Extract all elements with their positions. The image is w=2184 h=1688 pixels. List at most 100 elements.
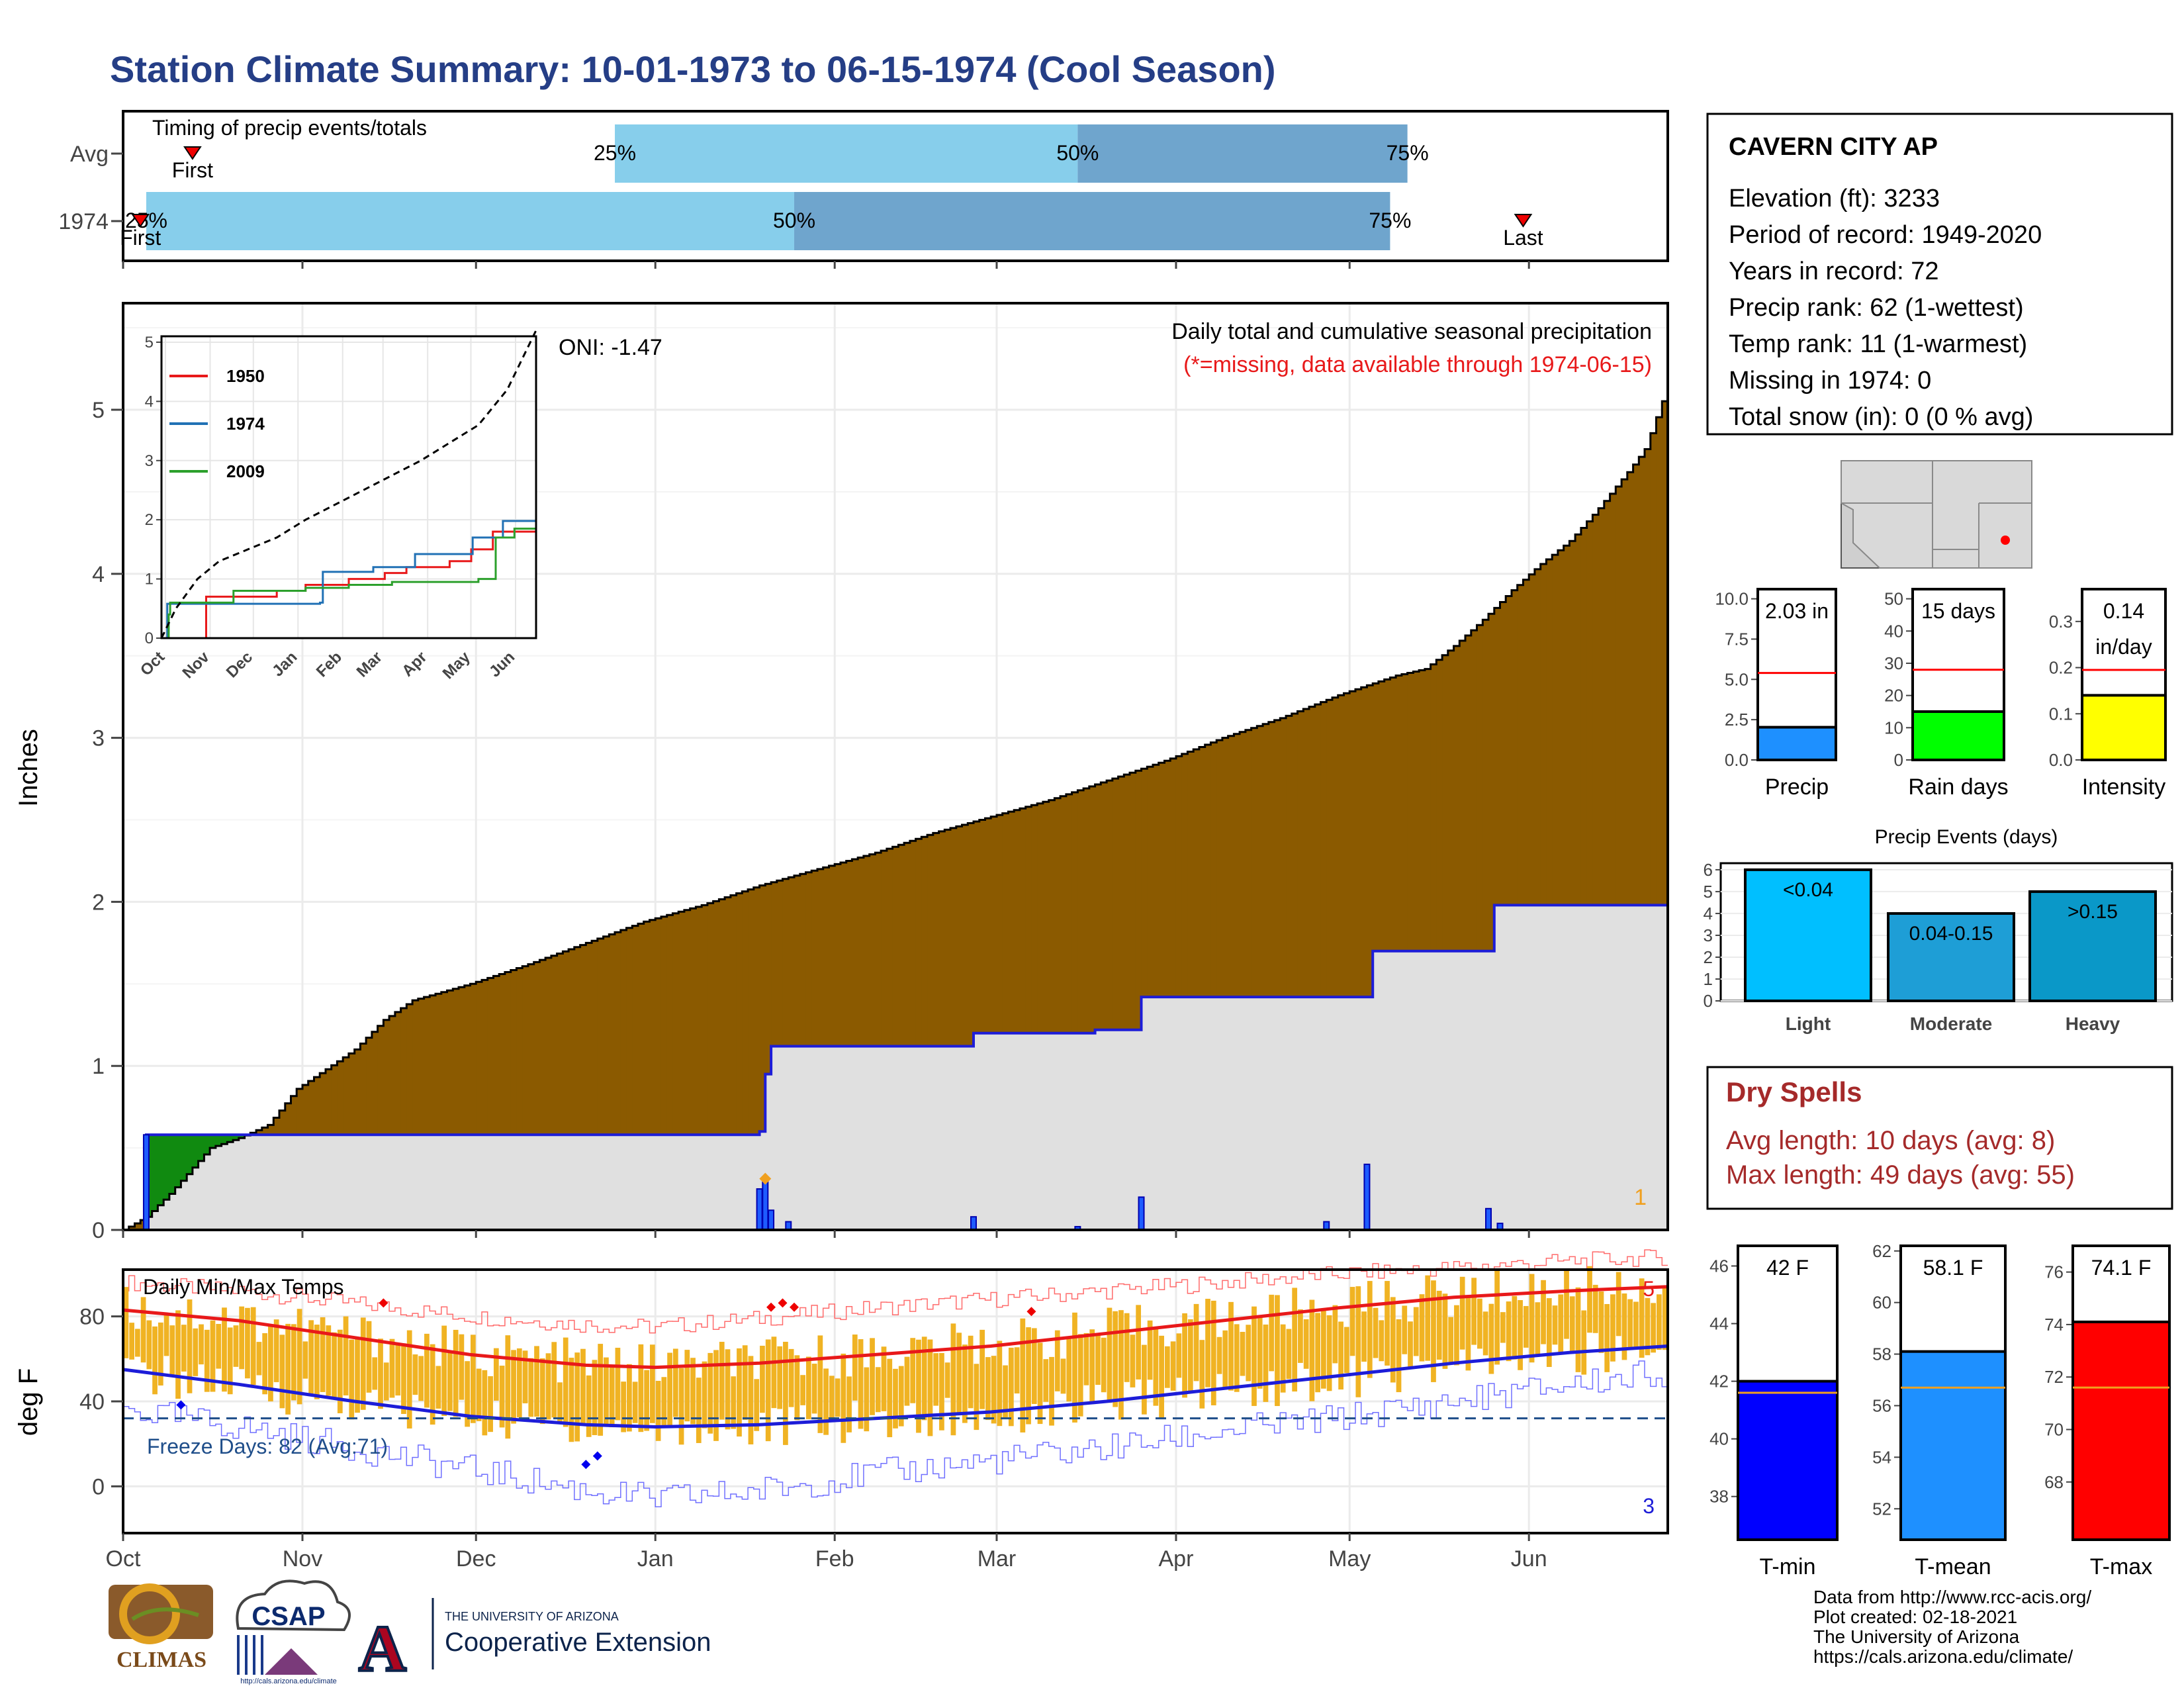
gauge-value-label: 2.03 in bbox=[1765, 599, 1829, 623]
gauge-ytick-label: 0.0 bbox=[2049, 750, 2073, 770]
daily-temp-bar bbox=[459, 1334, 465, 1400]
daily-temp-bar bbox=[1147, 1320, 1153, 1380]
daily-temp-bar bbox=[1477, 1298, 1482, 1349]
daily-temp-bar bbox=[870, 1338, 875, 1415]
events-ytick-label: 4 bbox=[1704, 904, 1713, 923]
events-ytick-label: 1 bbox=[1704, 969, 1713, 989]
deficit-area bbox=[620, 930, 627, 1135]
daily-temp-bar bbox=[777, 1346, 783, 1409]
deficit-area bbox=[974, 821, 980, 1033]
events-ytick-label: 2 bbox=[1704, 947, 1713, 967]
station-lines: Elevation (ft): 3233 Period of record: 19… bbox=[1729, 185, 2042, 431]
deficit-area bbox=[753, 887, 760, 1135]
dry-spells-max: Max length: 49 days (avg: 55) bbox=[1726, 1160, 2075, 1190]
deficit-area bbox=[1297, 711, 1304, 998]
deficit-area bbox=[400, 1008, 407, 1135]
deficit-area bbox=[267, 1125, 274, 1135]
deficit-area bbox=[499, 974, 506, 1135]
deficit-area bbox=[863, 856, 870, 1047]
daily-temp-bar bbox=[1205, 1299, 1210, 1387]
deficit-area bbox=[1627, 472, 1634, 906]
climas-logo: CLIMAS bbox=[109, 1583, 213, 1672]
daily-temp-bar bbox=[1454, 1305, 1459, 1366]
daily-temp-bar bbox=[1587, 1266, 1592, 1333]
station-box: CAVERN CITY AP Elevation (ft): 3233 Perio… bbox=[1706, 113, 2173, 436]
gauge-ytick-label: 70 bbox=[2044, 1420, 2064, 1440]
daily-temp-bar bbox=[1338, 1321, 1343, 1390]
daily-temp-bar bbox=[864, 1367, 870, 1432]
freeze-label: Freeze Days: 82 (Avg:71) bbox=[147, 1434, 388, 1458]
daily-temp-bar bbox=[598, 1344, 604, 1436]
temp-xtick-label: Jan bbox=[637, 1546, 674, 1571]
daily-temp-bar bbox=[1072, 1312, 1077, 1423]
deficit-area bbox=[296, 1088, 303, 1135]
daily-temp-bar bbox=[1240, 1331, 1246, 1376]
precip-corner-label: 1 bbox=[1634, 1185, 1647, 1210]
daily-temp-bar bbox=[516, 1348, 522, 1418]
deficit-area bbox=[1569, 541, 1576, 906]
station-info-line: Missing in 1974: 0 bbox=[1729, 367, 1931, 395]
daily-temp-bar bbox=[638, 1344, 644, 1432]
surplus-area bbox=[238, 1135, 246, 1139]
csap-logo-text: CSAP bbox=[251, 1602, 325, 1631]
daily-temp-bar bbox=[1176, 1333, 1182, 1378]
deficit-area bbox=[1639, 457, 1645, 906]
daily-temp-bar bbox=[1043, 1359, 1049, 1402]
events-title: Precip Events (days) bbox=[1875, 826, 2058, 848]
deficit-area bbox=[1326, 700, 1333, 998]
daily-temp-bar bbox=[835, 1378, 841, 1417]
daily-temp-bar bbox=[910, 1338, 916, 1403]
deficit-area bbox=[765, 884, 772, 1074]
daily-temp-bar bbox=[858, 1339, 864, 1429]
deficit-area bbox=[794, 875, 801, 1047]
daily-temp-bar bbox=[898, 1366, 904, 1427]
timing-title: Timing of precip events/totals bbox=[152, 116, 427, 140]
daily-temp-bar bbox=[667, 1352, 672, 1426]
daily-temp-bar bbox=[1020, 1318, 1026, 1432]
daily-temp-bar bbox=[713, 1350, 719, 1441]
deficit-area bbox=[481, 980, 488, 1135]
daily-temp-bar bbox=[337, 1329, 343, 1413]
deficit-area bbox=[788, 877, 795, 1047]
surplus-area bbox=[181, 1135, 187, 1181]
deficit-area bbox=[1135, 771, 1142, 1030]
deficit-area bbox=[1586, 521, 1593, 906]
deficit-area bbox=[649, 919, 656, 1135]
deficit-area bbox=[516, 968, 523, 1135]
daily-temp-bar bbox=[453, 1329, 459, 1417]
deficit-area bbox=[1222, 737, 1229, 998]
dry-spells-title: Dry Spells bbox=[1726, 1076, 1862, 1107]
daily-temp-bar bbox=[979, 1329, 985, 1409]
deficit-area bbox=[719, 899, 725, 1135]
deficit-area bbox=[406, 1004, 413, 1135]
gauge-value-label: 42 F bbox=[1766, 1256, 1809, 1280]
daily-temp-bar bbox=[1280, 1324, 1286, 1393]
daily-temp-bar bbox=[1309, 1299, 1315, 1401]
daily-temp-bar bbox=[904, 1356, 910, 1406]
daily-temp-bar bbox=[1153, 1327, 1159, 1406]
gauge-value-label: 58.1 F bbox=[1923, 1256, 1983, 1280]
deficit-area bbox=[725, 897, 731, 1135]
daily-temp-bar bbox=[1118, 1310, 1124, 1420]
daily-temp-bar bbox=[193, 1328, 199, 1376]
daily-temp-bar bbox=[1228, 1301, 1234, 1391]
avg-cumulative-line bbox=[123, 385, 1669, 1231]
daily-temp-bar bbox=[123, 1287, 129, 1358]
gauge-axis-label: Intensity bbox=[2082, 774, 2166, 800]
map-border-south bbox=[1933, 549, 1979, 568]
daily-temp-bar bbox=[163, 1313, 169, 1356]
daily-temp-bar bbox=[592, 1360, 598, 1435]
deficit-area bbox=[493, 976, 500, 1135]
daily-temp-bar bbox=[291, 1324, 296, 1401]
deficit-area bbox=[991, 816, 997, 1033]
location-map bbox=[1841, 460, 2032, 569]
daily-temp-bar bbox=[134, 1329, 140, 1357]
deficit-area bbox=[545, 957, 552, 1135]
daily-temp-bar bbox=[1003, 1365, 1008, 1418]
gauge-value-label: 15 days bbox=[1921, 599, 1995, 623]
daily-temp-bar bbox=[742, 1345, 748, 1420]
deficit-area bbox=[799, 874, 807, 1047]
temp-ytick-label: 80 bbox=[79, 1305, 105, 1330]
deficit-area bbox=[892, 847, 899, 1047]
